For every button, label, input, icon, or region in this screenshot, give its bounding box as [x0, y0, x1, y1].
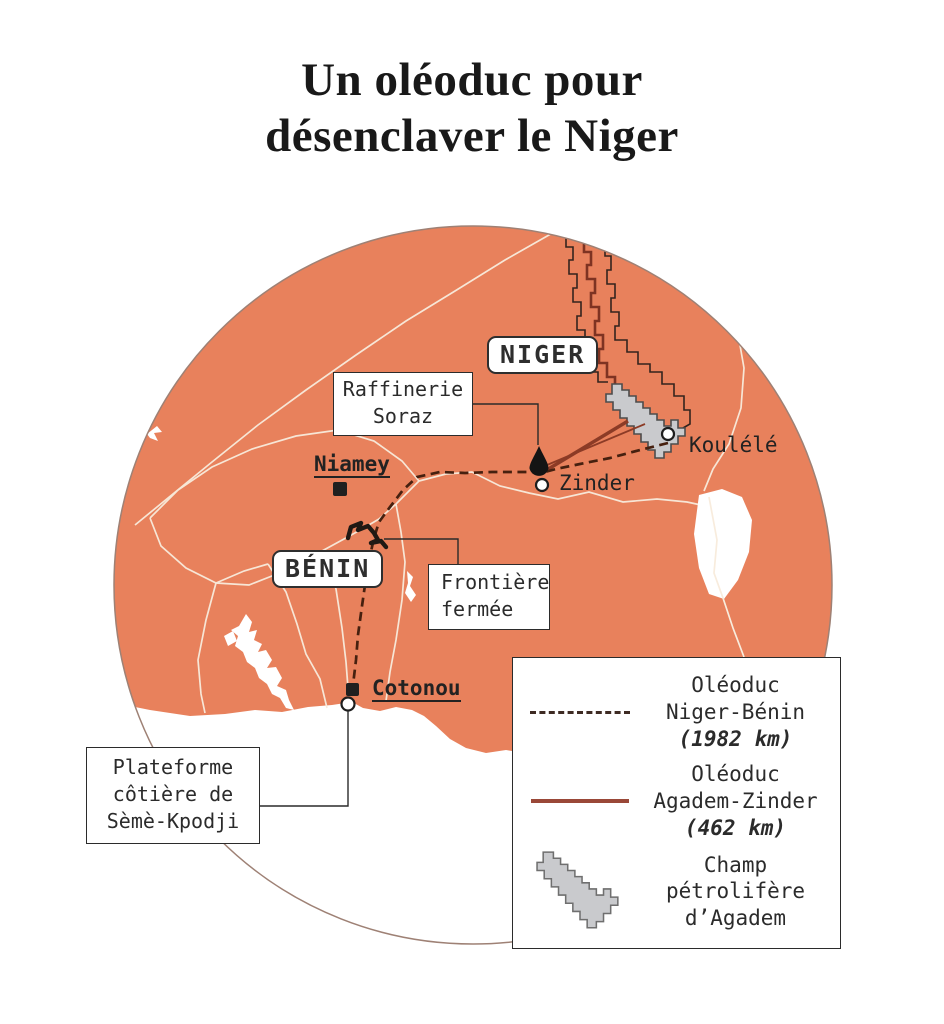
legend-line: Champ	[703, 852, 768, 877]
dashed-line-swatch	[521, 710, 639, 714]
country-label-niger: NIGER	[487, 336, 599, 374]
solid-line-swatch	[521, 799, 639, 804]
legend-item-pipeline-niger-benin: Oléoduc Niger-Bénin (1982 km)	[521, 672, 832, 753]
callout-line: fermée	[441, 597, 514, 621]
cotonou-marker	[346, 683, 359, 696]
page-title: Un oléoduc pour désenclaver le Niger	[0, 52, 944, 165]
legend-line: d’Agadem	[684, 906, 787, 931]
callout-raffinerie-soraz: Raffinerie Soraz	[333, 372, 473, 436]
oil-field-icon	[536, 851, 619, 929]
legend-text: Oléoduc Agadem-Zinder (462 km)	[639, 761, 832, 842]
dashed-line-icon	[530, 710, 630, 714]
legend-line: pétrolifère	[665, 879, 806, 904]
legend-item-oil-field: Champ pétrolifère d’Agadem	[521, 850, 832, 934]
lake-kainji	[405, 571, 416, 602]
legend-line: Niger-Bénin	[665, 700, 806, 724]
connector-plateforme	[258, 710, 349, 807]
legend: Oléoduc Niger-Bénin (1982 km) Oléoduc Ag…	[512, 657, 841, 949]
callout-plateforme-seme-kpodji: Plateforme côtière de Sèmè-Kpodji	[86, 747, 260, 844]
callout-line: Raffinerie	[342, 377, 464, 401]
city-label-cotonou: Cotonou	[372, 676, 461, 702]
city-label-niamey: Niamey	[314, 452, 390, 478]
legend-line: Oléoduc	[691, 673, 780, 698]
callout-line: Sèmè-Kpodji	[106, 809, 240, 833]
country-label-benin: BÉNIN	[272, 550, 384, 588]
callout-line: côtière de	[112, 782, 234, 806]
niamey-marker	[333, 482, 347, 496]
oil-field-swatch	[521, 850, 639, 934]
connector-raffinerie	[470, 403, 539, 445]
border-through-lake-chad	[708, 496, 745, 658]
callout-connectors	[258, 403, 539, 807]
callout-line: Plateforme	[112, 755, 234, 779]
connector-frontiere	[384, 538, 459, 564]
legend-line: Agadem-Zinder	[653, 788, 818, 813]
pipeline-agadem-zinder	[544, 419, 629, 473]
callout-line: Soraz	[372, 404, 434, 428]
globe-circle-rim	[113, 225, 833, 945]
callout-line: Frontière	[441, 570, 550, 594]
zinder-marker	[534, 477, 550, 493]
legend-item-pipeline-agadem-zinder: Oléoduc Agadem-Zinder (462 km)	[521, 761, 832, 842]
legend-line: Oléoduc	[691, 762, 780, 786]
legend-text: Champ pétrolifère d’Agadem	[639, 852, 832, 933]
lake-volta	[231, 614, 294, 710]
city-label-zinder: Zinder	[559, 471, 635, 495]
title-line-2: désenclaver le Niger	[265, 110, 679, 163]
oil-drop-icon	[529, 446, 549, 476]
koulele-marker	[660, 426, 676, 442]
legend-distance: (1982 km)	[678, 726, 793, 751]
seme-kpodji-platform-marker	[340, 696, 356, 712]
lakes	[147, 426, 752, 710]
pipeline-agadem-zinder-branch	[546, 423, 646, 466]
pipeline-niger-benin	[350, 441, 669, 693]
title-line-1: Un oléoduc pour	[301, 54, 643, 106]
legend-text: Oléoduc Niger-Bénin (1982 km)	[639, 672, 832, 753]
lake-chad	[694, 489, 752, 599]
callout-frontiere-fermee: Frontière fermée	[428, 564, 550, 630]
solid-line-icon	[531, 799, 629, 804]
city-label-koulele: Koulélé	[689, 433, 778, 457]
legend-distance: (462 km)	[684, 815, 787, 840]
closed-border-mark	[345, 520, 389, 550]
